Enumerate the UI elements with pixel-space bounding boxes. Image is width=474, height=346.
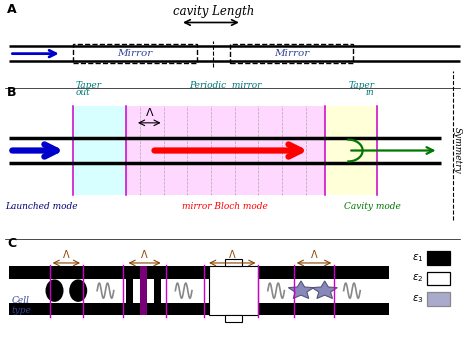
Bar [225, 315, 242, 322]
Ellipse shape [46, 280, 64, 302]
Bar [209, 266, 258, 315]
Bar [140, 266, 147, 315]
Text: Taper: Taper [76, 81, 102, 90]
Text: Mirror: Mirror [118, 49, 153, 58]
Bar [126, 266, 133, 315]
Bar [73, 106, 126, 195]
Bar [225, 259, 242, 266]
Bar [73, 44, 197, 63]
Text: Cavity mode: Cavity mode [344, 202, 401, 211]
Bar [427, 292, 450, 306]
Bar [9, 266, 389, 279]
Bar [9, 303, 389, 315]
Text: Λ: Λ [141, 249, 148, 260]
Text: C: C [7, 237, 16, 250]
Text: A: A [7, 3, 17, 17]
Text: Λ: Λ [63, 249, 70, 260]
Text: Λ: Λ [146, 108, 153, 118]
Bar [427, 251, 450, 265]
Text: out: out [76, 88, 91, 97]
Text: Symmetry: Symmetry [453, 127, 462, 174]
Text: B: B [7, 86, 17, 100]
Text: in: in [366, 88, 374, 97]
Bar [427, 272, 450, 285]
Polygon shape [288, 281, 314, 299]
Text: Λ: Λ [311, 249, 317, 260]
Text: Cell
type: Cell type [12, 296, 32, 315]
Text: Taper: Taper [348, 81, 374, 90]
Text: Mirror: Mirror [274, 49, 309, 58]
Text: cavity Length: cavity Length [173, 5, 254, 18]
Text: $\varepsilon_1$: $\varepsilon_1$ [412, 252, 423, 264]
Ellipse shape [69, 280, 87, 302]
Text: $\varepsilon_2$: $\varepsilon_2$ [412, 273, 423, 284]
Text: $\varepsilon_3$: $\varepsilon_3$ [411, 293, 423, 305]
Bar [154, 266, 161, 315]
Text: mirror Bloch mode: mirror Bloch mode [182, 202, 268, 211]
Text: Λ: Λ [229, 249, 236, 260]
Bar [325, 106, 377, 195]
Polygon shape [312, 281, 337, 299]
Text: Periodic  mirror: Periodic mirror [189, 81, 261, 90]
Bar [126, 106, 325, 195]
Text: Launched mode: Launched mode [5, 202, 77, 211]
Bar [230, 44, 353, 63]
